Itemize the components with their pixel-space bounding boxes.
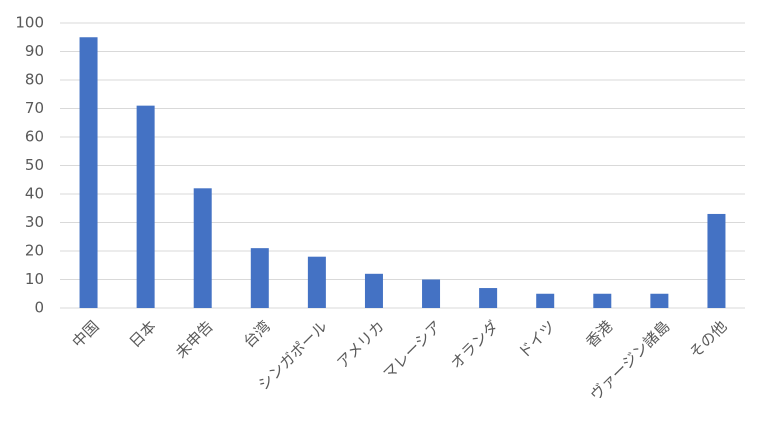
y-tick-label: 50 xyxy=(25,156,44,174)
bar xyxy=(650,293,669,308)
y-tick-label: 80 xyxy=(25,71,44,89)
x-tick-label: 未申告 xyxy=(172,317,217,362)
bar xyxy=(536,293,555,308)
x-tick-label: ドイツ xyxy=(515,317,560,362)
y-tick-label: 30 xyxy=(25,213,44,231)
bar xyxy=(479,288,498,308)
bar xyxy=(593,293,612,308)
x-tick-label: オランダ xyxy=(447,317,502,372)
x-tick-label: 日本 xyxy=(126,317,160,351)
y-tick-label: 60 xyxy=(25,128,44,146)
y-tick-label: 0 xyxy=(34,299,44,317)
bar xyxy=(79,37,98,308)
bar xyxy=(136,105,155,309)
y-tick-label: 100 xyxy=(15,14,44,32)
bar xyxy=(364,273,383,308)
y-tick-label: 20 xyxy=(25,242,44,260)
bar xyxy=(250,248,269,308)
x-tick-label: マレーシア xyxy=(380,317,446,383)
y-tick-label: 40 xyxy=(25,185,44,203)
y-tick-label: 90 xyxy=(25,42,44,60)
x-tick-label: アメリカ xyxy=(333,317,388,372)
x-tick-label: 中国 xyxy=(69,317,103,351)
y-tick-label: 10 xyxy=(25,270,44,288)
bar xyxy=(707,213,726,308)
bar xyxy=(193,188,212,308)
bar xyxy=(422,279,441,308)
bar xyxy=(307,256,326,308)
x-tick-label: その他 xyxy=(686,317,731,362)
x-tick-label: 台湾 xyxy=(240,317,274,351)
x-tick-label: 香港 xyxy=(582,317,616,351)
y-tick-label: 70 xyxy=(25,99,44,117)
